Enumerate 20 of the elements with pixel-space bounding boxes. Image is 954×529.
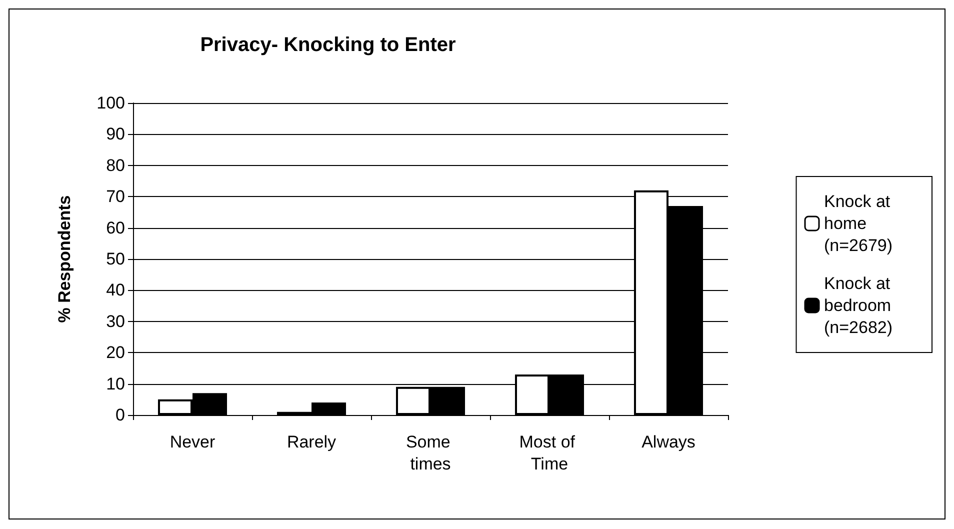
- y-axis-title: % Respondents: [55, 195, 74, 323]
- y-tick-label: 40: [106, 280, 125, 300]
- x-tick-label: Never: [170, 432, 216, 452]
- legend-label: Knock at bedroom (n=2682): [824, 274, 896, 337]
- legend-label: Knock at home (n=2679): [824, 192, 895, 255]
- x-tick-label: Always: [642, 432, 696, 452]
- x-tick-label: Rarely: [286, 432, 337, 452]
- y-tick-label: 60: [106, 218, 125, 238]
- y-tick-label: 80: [106, 156, 125, 175]
- x-tick-label: Some times: [406, 432, 456, 474]
- x-tick-label: Most of Time: [519, 432, 580, 474]
- y-tick-label: 0: [116, 406, 125, 424]
- y-tick-label: 30: [106, 312, 125, 331]
- y-tick-label: 20: [106, 343, 125, 362]
- chart-title: Privacy- Knocking to Enter: [200, 34, 456, 56]
- y-tick-label: 90: [106, 124, 125, 144]
- y-tick-label: 50: [106, 250, 125, 268]
- y-tick-label: 70: [106, 187, 125, 206]
- y-tick-label: 10: [106, 374, 125, 394]
- y-tick-label: 100: [96, 94, 125, 112]
